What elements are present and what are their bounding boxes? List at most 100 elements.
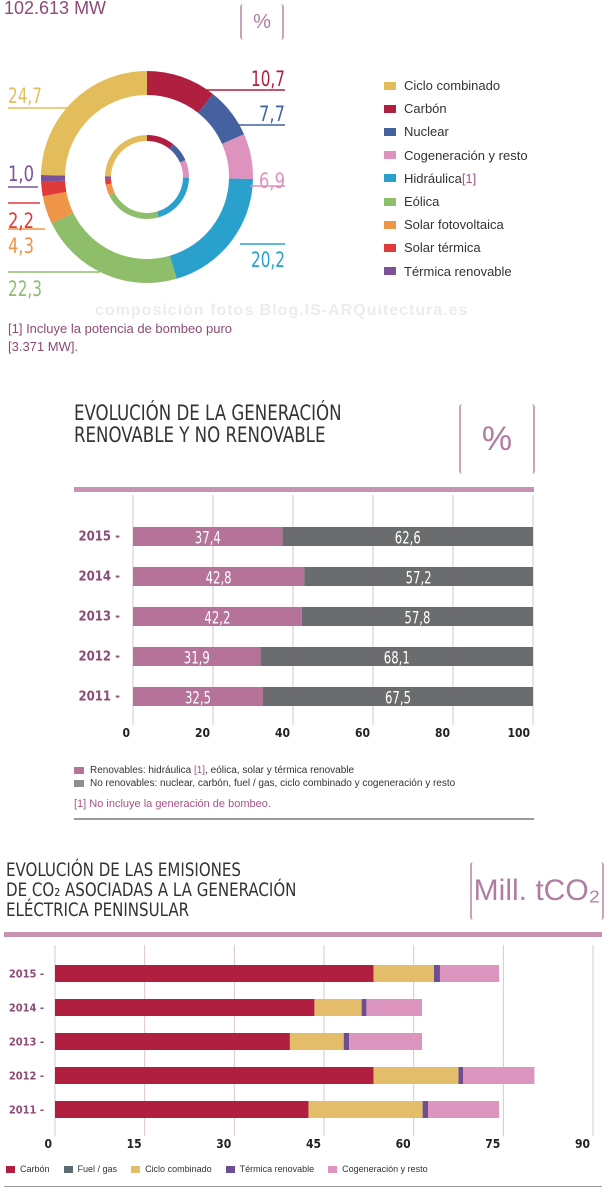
bar-no-renovables-2014 [304, 567, 533, 586]
bar-ciclo-combinado-2012 [373, 1067, 459, 1084]
renewable-bar-chart: 0 20 40 60 80 100 2015 - 37,4 62,6 2014 - 42,8 57,2… [79, 495, 534, 740]
bar-renovables-2012 [133, 647, 261, 666]
legend-label: Solar fotovoltaica [404, 217, 504, 233]
renewable-legend: Renovables: hidráulica [1], eólica, sola… [74, 764, 455, 790]
legend-label: Cogeneración y resto [404, 147, 528, 163]
co2-chart-title: EVOLUCIÓN DE LAS EMISIONES DE CO₂ ASOCIAD… [6, 860, 296, 920]
bar-cogeneracion-y-resto-2013 [349, 1033, 423, 1050]
bar-value-label: 32,5 [185, 689, 211, 709]
bar-ciclo-combinado-2013 [289, 1033, 344, 1050]
donut-label-hidraulica-1: 20,2 [251, 248, 285, 272]
bar-no-renovables-2012 [260, 647, 533, 666]
bar-carbon-2011 [55, 1101, 309, 1118]
donut-label-termica-renovable: 1,0 [8, 162, 34, 186]
bar-termica-renovable-2013 [343, 1033, 350, 1050]
legend-note: [1] [461, 170, 477, 186]
bar-carbon-2012 [55, 1067, 374, 1084]
legend-label: Carbón [20, 1164, 50, 1174]
x-tick-label: 60 [396, 1137, 411, 1151]
renewable-footnote: [1] No incluye la generación de bombeo. [74, 798, 271, 810]
unit-badge-percent-2: % [459, 404, 535, 474]
legend-swatch [384, 174, 396, 183]
bar-termica-renovable-2015 [433, 965, 440, 982]
y-tick-label-2014: 2014 - [9, 1002, 44, 1015]
donut-label-nuclear: 7,7 [259, 102, 285, 126]
x-tick-label: 90 [575, 1137, 590, 1151]
renewable-bottom-rule [74, 818, 534, 820]
bar-renovables-2014 [133, 567, 305, 586]
legend-item-cogeneracion-y-resto: Cogeneración y resto [328, 1164, 428, 1174]
bar-ciclo-combinado-2011 [308, 1101, 423, 1118]
y-tick-label-2013: 2013 - [79, 610, 121, 625]
x-tick-label: 80 [435, 726, 450, 740]
legend-label: Renovables: hidráulica [90, 765, 194, 776]
donut-inner-slice-carbon [147, 135, 174, 149]
donut-label-eolica: 22,3 [8, 277, 42, 300]
donut-label-cogeneracion-y-resto: 6,9 [259, 169, 285, 193]
donut-label-solar-fotovoltaica: 4,3 [8, 234, 34, 258]
legend-swatch [74, 767, 84, 774]
renewable-title-rule [74, 487, 534, 492]
bar-cogeneracion-y-resto-2015 [439, 965, 500, 982]
legend-swatch [384, 197, 396, 206]
legend-swatch [384, 151, 396, 160]
legend-swatch [131, 1165, 141, 1173]
donut-inner-slice-nuclear [169, 144, 186, 163]
donut-inner-slice-hidraulica-1 [157, 177, 189, 218]
y-tick-label-2015: 2015 - [9, 968, 44, 981]
bar-value-label: 31,9 [184, 649, 210, 669]
donut-outer-slice-termica-renovable [40, 175, 66, 182]
bar-value-label: 37,4 [195, 529, 221, 549]
legend-swatch [328, 1165, 338, 1173]
bar-termica-renovable-2012 [458, 1067, 464, 1084]
unit-badge-percent-1: % [240, 4, 284, 40]
bar-renovables-2013 [133, 607, 302, 626]
donut-label-solar-termica: 2,2 [8, 209, 34, 233]
y-tick-label-2012: 2012 - [9, 1070, 44, 1083]
donut-footnote: [1] Incluye la potencia de bombeo puro [… [8, 321, 233, 354]
donut-outer-slice-solar-termica [41, 180, 67, 197]
donut-inner-slice-solar-fotovoltaica [105, 183, 115, 196]
legend-label: Nuclear [404, 124, 449, 140]
legend-label: Eólica [404, 194, 440, 210]
donut-outer-slice-solar-fotovoltaica [42, 191, 74, 224]
y-tick-label-2012: 2012 - [79, 650, 121, 665]
legend-note: [1] [193, 765, 206, 776]
y-tick-label-2014: 2014 - [79, 570, 121, 585]
y-tick-label-2011: 2011 - [9, 1104, 44, 1117]
y-tick-label-2013: 2013 - [9, 1036, 44, 1049]
legend-swatch [384, 104, 396, 113]
bar-carbon-2014 [55, 999, 315, 1016]
legend-item-termica-renovable: Térmica renovable [384, 260, 528, 283]
legend-item-solar-fotovoltaica: Solar fotovoltaica [384, 213, 528, 236]
legend-label: Carbón [404, 101, 447, 117]
co2-bottom-rule [4, 1186, 602, 1187]
legend-swatch [225, 1165, 235, 1173]
x-tick-label: 15 [127, 1137, 142, 1151]
legend-label: Fuel / gas [77, 1164, 118, 1174]
bar-no-renovables-2015 [282, 527, 533, 546]
x-tick-label: 45 [306, 1137, 321, 1151]
legend-item-nuclear: Nuclear [384, 120, 528, 143]
x-tick-label: 100 [507, 726, 530, 740]
bar-termica-renovable-2014 [361, 999, 367, 1016]
donut-inner-slice-eolica [109, 192, 159, 219]
legend-item-no-renovables-nuclea: No renovables: nuclear, carbón, fuel / g… [74, 777, 455, 790]
x-tick-label: 0 [122, 726, 130, 740]
bar-ciclo-combinado-2015 [373, 965, 434, 982]
bar-value-label: 67,5 [385, 689, 411, 709]
legend-item-ciclo-combinado: Ciclo combinado [384, 74, 528, 97]
x-tick-label: 20 [195, 726, 210, 740]
donut-legend: Ciclo combinado Carbón Nuclear Cogeneración… [384, 74, 528, 283]
bar-value-label: 57,8 [404, 609, 430, 629]
bar-value-label: 68,1 [384, 649, 410, 669]
donut-inner-slice-termica-renovable [105, 176, 112, 179]
co2-title-rule [4, 932, 602, 937]
donut-outer-slice-ciclo-combinado [41, 71, 147, 176]
watermark: composición fotos Blog.IS-ARQuitectura.e… [95, 302, 469, 319]
bar-ciclo-combinado-2014 [314, 999, 362, 1016]
legend-swatch [74, 780, 84, 787]
legend-swatch [384, 243, 396, 252]
legend-label: Térmica renovable [239, 1164, 315, 1174]
legend-item-carbon: Carbón [6, 1164, 50, 1174]
